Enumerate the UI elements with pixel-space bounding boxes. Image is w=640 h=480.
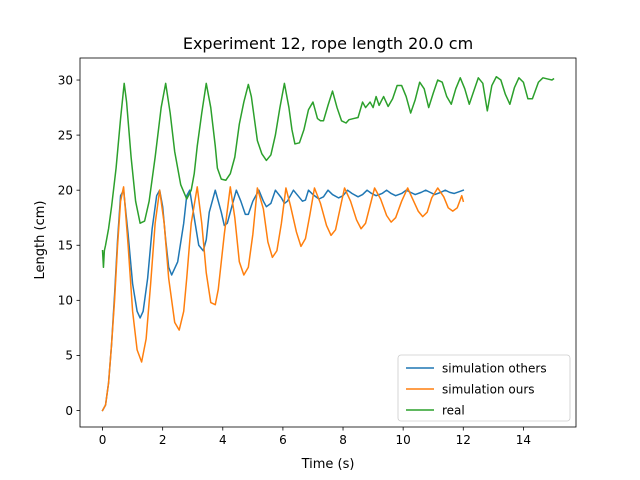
x-tick-label: 0 <box>99 433 107 447</box>
y-tick-label: 30 <box>58 73 73 87</box>
legend-entry: real <box>442 404 465 418</box>
x-tick-label: 10 <box>396 433 411 447</box>
y-tick-label: 15 <box>58 239 73 253</box>
legend-box <box>397 354 571 422</box>
chart-title: Experiment 12, rope length 20.0 cm <box>183 34 473 53</box>
y-tick-label: 5 <box>65 349 73 363</box>
x-tick-label: 12 <box>456 433 471 447</box>
x-axis-label: Time (s) <box>301 457 355 472</box>
y-tick-label: 10 <box>58 294 73 308</box>
axes-frame <box>79 57 577 428</box>
series-line-2 <box>101 186 465 412</box>
legend-entry: simulation others <box>442 362 547 376</box>
x-tick-label: 6 <box>279 433 287 447</box>
x-tick-label: 14 <box>516 433 531 447</box>
y-tick-label: 20 <box>58 183 73 197</box>
legend-entry: simulation ours <box>442 383 535 397</box>
series-line-1 <box>101 189 465 412</box>
series-line-3 <box>101 75 555 269</box>
x-tick-label: 4 <box>219 433 227 447</box>
y-tick-label: 25 <box>58 128 73 142</box>
y-axis-label: Length (cm) <box>33 201 48 280</box>
legend: simulation others simulation ours real <box>397 354 571 422</box>
series-lines <box>101 75 555 412</box>
x-tick-label: 8 <box>339 433 347 447</box>
y-tick-label: 0 <box>65 404 73 418</box>
x-tick-label: 2 <box>159 433 167 447</box>
plot-area: 0 2 4 6 8 10 12 14 0 5 10 15 20 25 30 <box>58 57 577 447</box>
